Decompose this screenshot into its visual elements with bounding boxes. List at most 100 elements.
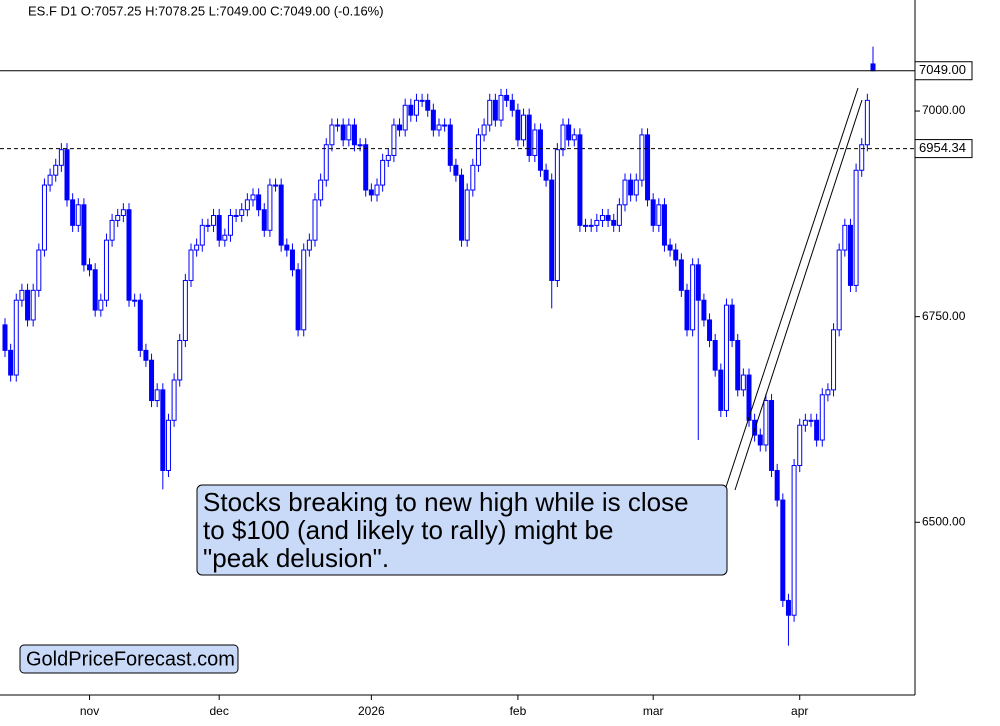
- candle-body: [583, 224, 589, 227]
- candle-body: [92, 269, 98, 311]
- candle-body: [475, 134, 481, 166]
- x-tick-label: mar: [643, 704, 664, 718]
- candle-body: [566, 124, 572, 141]
- candle-body: [797, 424, 803, 467]
- y-tick-label: 6500.00: [922, 514, 966, 528]
- candle-body: [521, 114, 527, 141]
- candle-body: [853, 169, 859, 286]
- annotation-pointer: [724, 87, 859, 491]
- candle-body: [639, 134, 645, 181]
- candle-body: [205, 224, 211, 227]
- header: ES.F D1 O:7057.25 H:7078.25 L:7049.00 C:…: [28, 3, 384, 18]
- candle-body: [368, 189, 374, 196]
- candle-body: [312, 199, 318, 241]
- candle-body: [340, 124, 346, 141]
- candle-body: [109, 219, 115, 241]
- candle-body: [447, 124, 453, 166]
- candle-body: [171, 379, 177, 421]
- candle-body: [41, 184, 47, 251]
- candle-body: [160, 389, 166, 471]
- candle-body: [103, 239, 109, 301]
- candle-body: [746, 374, 752, 421]
- candle-body: [616, 204, 622, 226]
- candle-body: [673, 249, 679, 261]
- candle-body: [177, 340, 183, 381]
- candle-body: [847, 224, 853, 286]
- candle-body: [408, 104, 414, 116]
- watermark: GoldPriceForecast.com: [26, 648, 235, 670]
- candle-body: [718, 369, 724, 411]
- candle-body: [295, 269, 301, 331]
- candle-body: [554, 149, 560, 281]
- candle-body: [53, 164, 59, 176]
- candle-body: [216, 214, 222, 241]
- annotation-line: Stocks breaking to new high while is clo…: [203, 487, 689, 517]
- candle-body: [233, 214, 239, 217]
- candle-body: [577, 134, 583, 226]
- candle-body: [278, 184, 284, 246]
- candle-body: [199, 224, 205, 246]
- price-label-box: [914, 61, 973, 81]
- candle-body: [120, 209, 126, 216]
- x-tick-label: apr: [791, 704, 808, 718]
- candle-body: [526, 114, 532, 156]
- candle-body: [808, 419, 814, 422]
- candle-body: [267, 184, 273, 231]
- candle-body: [222, 234, 228, 241]
- candle-body: [633, 179, 639, 196]
- candle-body: [81, 204, 87, 266]
- candle-body: [250, 194, 256, 201]
- candle-body: [842, 224, 848, 251]
- candle-body: [825, 389, 831, 396]
- candle-body: [492, 99, 498, 121]
- candle-body: [729, 304, 735, 342]
- candle-body: [19, 289, 25, 301]
- candle-body: [599, 214, 605, 221]
- price-label-box: [914, 139, 973, 159]
- candle-body: [740, 374, 746, 391]
- candle-body: [442, 124, 448, 127]
- candle-body: [667, 244, 673, 251]
- annotation-line: to $100 (and likely to rally) might be: [203, 515, 613, 545]
- candle-body: [8, 349, 14, 376]
- price-label: 6954.34: [919, 140, 966, 155]
- candle-body: [318, 179, 324, 201]
- candle-body: [413, 99, 419, 116]
- candle-body: [329, 124, 335, 146]
- candle-body: [137, 299, 143, 351]
- candle-body: [70, 199, 76, 226]
- candle-body: [453, 164, 459, 176]
- candle-body: [385, 154, 391, 161]
- candle-body: [335, 124, 341, 127]
- annotation-box: [196, 484, 728, 576]
- candle-body: [323, 144, 329, 181]
- candle-body: [684, 289, 690, 331]
- candle-body: [504, 94, 510, 101]
- candle-body: [182, 279, 188, 342]
- y-tick-label: 6750.00: [922, 309, 966, 323]
- candle-body: [470, 164, 476, 191]
- candle-body: [481, 124, 487, 136]
- candle-body: [487, 99, 493, 126]
- candle-body: [2, 324, 8, 351]
- candle-body: [723, 304, 729, 411]
- x-tick-label: dec: [210, 704, 229, 718]
- candle-body: [289, 249, 295, 271]
- candle-body: [532, 129, 538, 156]
- candle-body: [154, 389, 160, 402]
- candle-body: [859, 144, 865, 171]
- annotation-pointer: [734, 99, 863, 491]
- watermark-box: [19, 644, 239, 674]
- candle-body: [763, 400, 769, 446]
- candle-body: [126, 209, 132, 301]
- candle-body: [780, 499, 786, 601]
- candle-body: [628, 179, 634, 196]
- candle-body: [98, 299, 104, 311]
- candle-body: [661, 204, 667, 246]
- candle-body: [306, 239, 312, 251]
- candle-body: [695, 264, 701, 301]
- candle-body: [864, 99, 870, 146]
- candle-body: [425, 99, 431, 111]
